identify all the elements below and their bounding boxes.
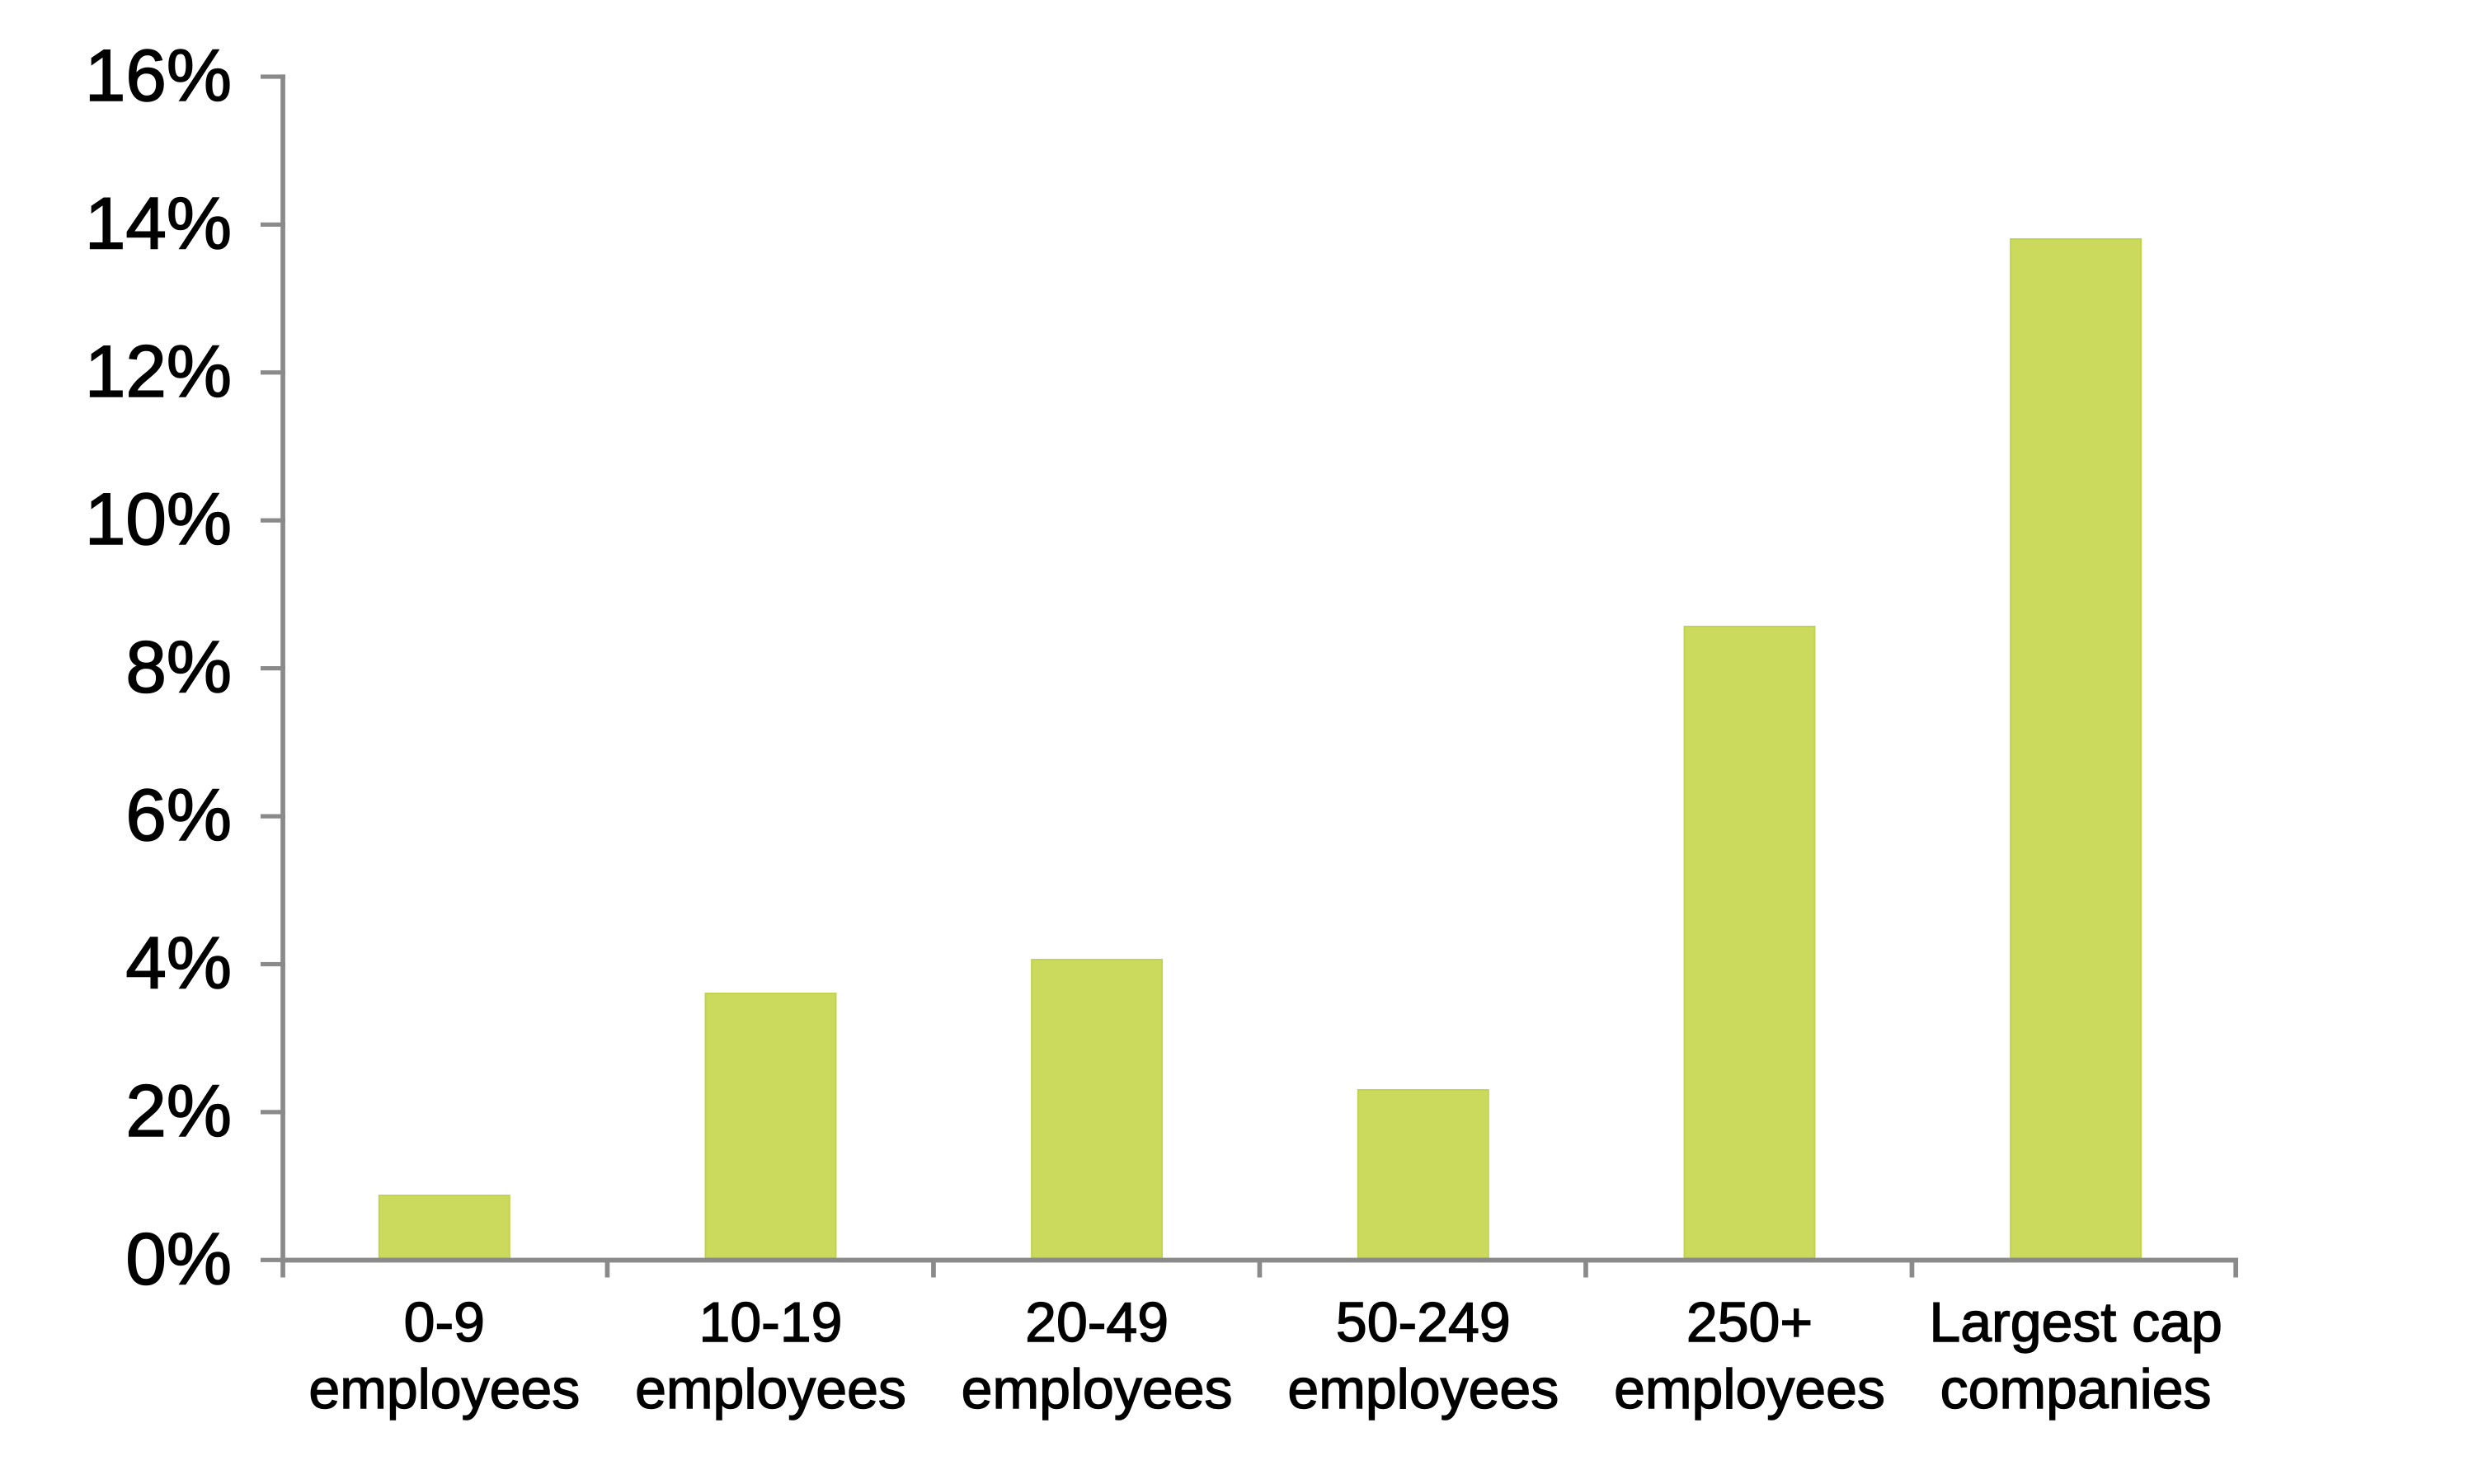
svg-text:companies: companies bbox=[1940, 1358, 2212, 1421]
svg-text:20-49: 20-49 bbox=[1025, 1291, 1169, 1354]
svg-text:6%: 6% bbox=[125, 773, 232, 856]
svg-text:4%: 4% bbox=[125, 922, 232, 1004]
svg-text:2%: 2% bbox=[125, 1069, 232, 1152]
svg-text:0-9: 0-9 bbox=[404, 1291, 485, 1354]
svg-text:12%: 12% bbox=[85, 330, 232, 412]
svg-text:10%: 10% bbox=[85, 477, 232, 560]
svg-text:16%: 16% bbox=[85, 34, 232, 116]
svg-text:employees: employees bbox=[308, 1358, 580, 1421]
svg-text:10-19: 10-19 bbox=[699, 1291, 843, 1354]
svg-text:employees: employees bbox=[635, 1358, 906, 1421]
svg-text:250+: 250+ bbox=[1686, 1291, 1813, 1354]
svg-text:employees: employees bbox=[1287, 1358, 1559, 1421]
svg-text:14%: 14% bbox=[85, 181, 232, 264]
svg-text:0%: 0% bbox=[125, 1217, 232, 1299]
svg-text:50-249: 50-249 bbox=[1336, 1291, 1511, 1354]
svg-text:Largest cap: Largest cap bbox=[1929, 1291, 2222, 1354]
svg-text:8%: 8% bbox=[125, 626, 232, 708]
svg-text:employees: employees bbox=[1614, 1358, 1885, 1421]
svg-text:employees: employees bbox=[962, 1358, 1233, 1421]
